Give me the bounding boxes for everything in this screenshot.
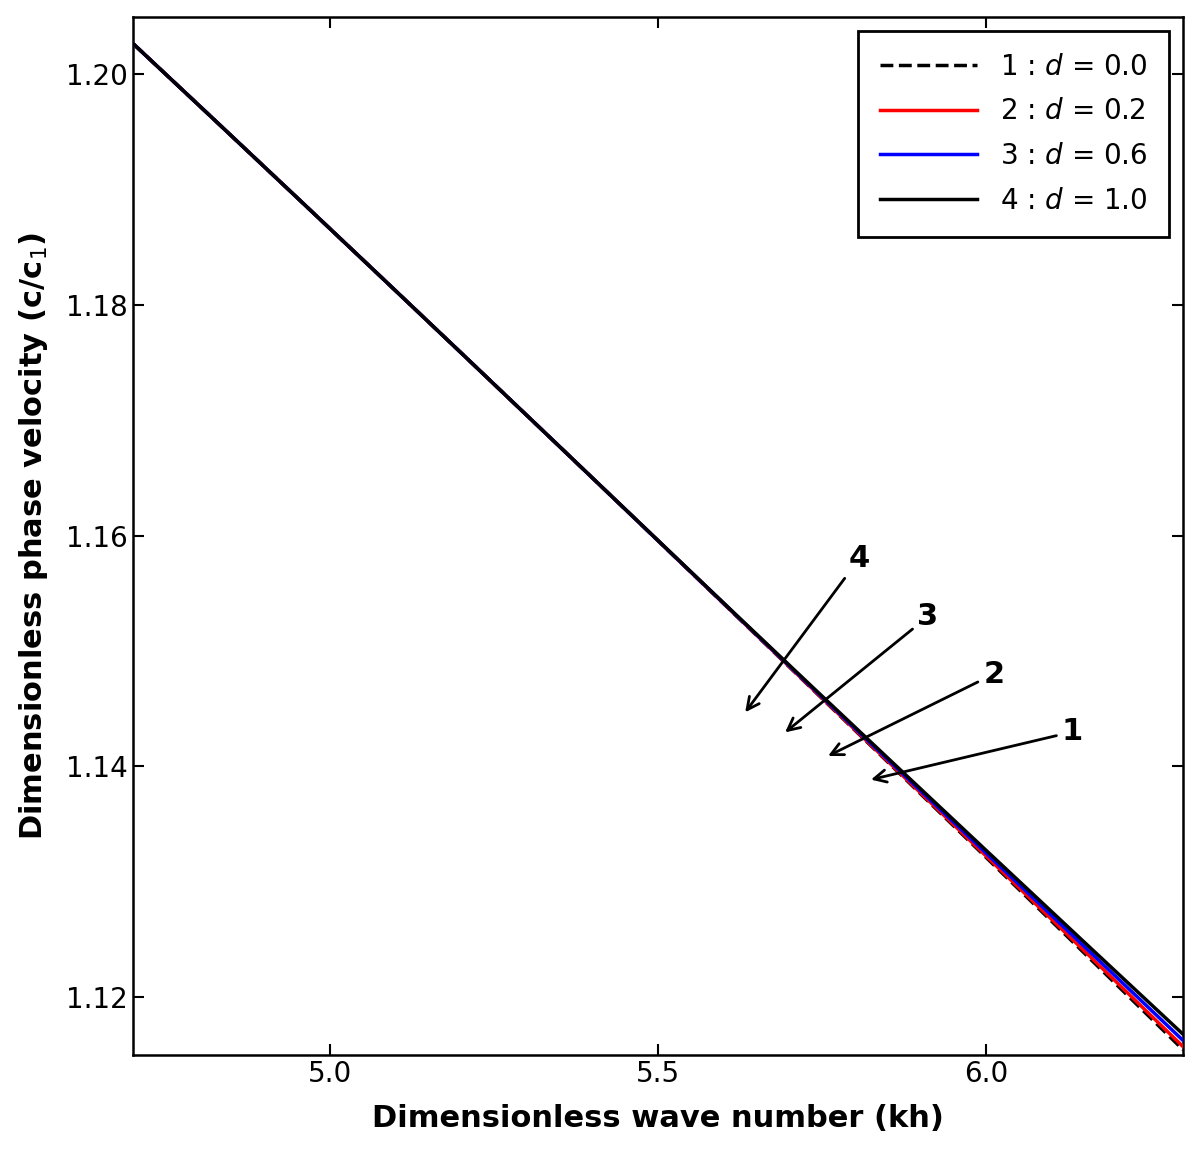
3 : $d$ = 0.6: (5.95, 1.14): $d$ = 0.6: (5.95, 1.14): [944, 814, 959, 828]
1 : $d$ = 0.0: (4.7, 1.2): $d$ = 0.0: (4.7, 1.2): [126, 37, 140, 51]
3 : $d$ = 0.6: (4.7, 1.2): $d$ = 0.6: (4.7, 1.2): [126, 37, 140, 51]
Text: 4: 4: [748, 544, 870, 710]
1 : $d$ = 0.0: (5.35, 1.17): $d$ = 0.0: (5.35, 1.17): [551, 438, 565, 452]
4 : $d$ = 1.0: (4.86, 1.19): $d$ = 1.0: (4.86, 1.19): [233, 137, 247, 151]
4 : $d$ = 1.0: (6.3, 1.12): $d$ = 1.0: (6.3, 1.12): [1176, 1028, 1190, 1042]
4 : $d$ = 1.0: (5.4, 1.16): $d$ = 1.0: (5.4, 1.16): [588, 474, 602, 488]
1 : $d$ = 0.0: (5.4, 1.16): $d$ = 0.0: (5.4, 1.16): [588, 474, 602, 488]
3 : $d$ = 0.6: (5.8, 1.14): $d$ = 0.6: (5.8, 1.14): [847, 721, 862, 735]
Text: 1: 1: [874, 718, 1084, 782]
X-axis label: Dimensionless wave number (kh): Dimensionless wave number (kh): [372, 1104, 944, 1134]
Text: 2: 2: [830, 660, 1004, 754]
Line: 3 : $d$ = 0.6: 3 : $d$ = 0.6: [133, 44, 1183, 1041]
4 : $d$ = 1.0: (5.8, 1.14): $d$ = 1.0: (5.8, 1.14): [847, 720, 862, 734]
2 : $d$ = 0.2: (4.7, 1.2): $d$ = 0.2: (4.7, 1.2): [126, 37, 140, 51]
1 : $d$ = 0.0: (5.8, 1.14): $d$ = 0.0: (5.8, 1.14): [847, 722, 862, 736]
2 : $d$ = 0.2: (6.3, 1.12): $d$ = 0.2: (6.3, 1.12): [1176, 1040, 1190, 1053]
Line: 2 : $d$ = 0.2: 2 : $d$ = 0.2: [133, 44, 1183, 1046]
Line: 1 : $d$ = 0.0: 1 : $d$ = 0.0: [133, 44, 1183, 1050]
Y-axis label: Dimensionless phase velocity (c/c$_1$): Dimensionless phase velocity (c/c$_1$): [17, 232, 49, 840]
3 : $d$ = 0.6: (6.3, 1.12): $d$ = 0.6: (6.3, 1.12): [1176, 1034, 1190, 1048]
4 : $d$ = 1.0: (5.35, 1.17): $d$ = 1.0: (5.35, 1.17): [551, 438, 565, 452]
Legend: 1 : $d$ = 0.0, 2 : $d$ = 0.2, 3 : $d$ = 0.6, 4 : $d$ = 1.0: 1 : $d$ = 0.0, 2 : $d$ = 0.2, 3 : $d$ = …: [858, 31, 1170, 237]
1 : $d$ = 0.0: (6.3, 1.12): $d$ = 0.0: (6.3, 1.12): [1176, 1043, 1190, 1057]
1 : $d$ = 0.0: (4.86, 1.19): $d$ = 0.0: (4.86, 1.19): [233, 137, 247, 151]
3 : $d$ = 0.6: (5.98, 1.13): $d$ = 0.6: (5.98, 1.13): [964, 831, 978, 845]
2 : $d$ = 0.2: (4.86, 1.19): $d$ = 0.2: (4.86, 1.19): [233, 137, 247, 151]
3 : $d$ = 0.6: (4.86, 1.19): $d$ = 0.6: (4.86, 1.19): [233, 137, 247, 151]
2 : $d$ = 0.2: (5.98, 1.13): $d$ = 0.2: (5.98, 1.13): [964, 835, 978, 849]
4 : $d$ = 1.0: (5.98, 1.13): $d$ = 1.0: (5.98, 1.13): [964, 829, 978, 843]
1 : $d$ = 0.0: (5.98, 1.13): $d$ = 0.0: (5.98, 1.13): [964, 836, 978, 850]
3 : $d$ = 0.6: (5.35, 1.17): $d$ = 0.6: (5.35, 1.17): [551, 438, 565, 452]
2 : $d$ = 0.2: (5.4, 1.16): $d$ = 0.2: (5.4, 1.16): [588, 474, 602, 488]
2 : $d$ = 0.2: (5.95, 1.14): $d$ = 0.2: (5.95, 1.14): [944, 816, 959, 830]
3 : $d$ = 0.6: (5.4, 1.16): $d$ = 0.6: (5.4, 1.16): [588, 474, 602, 488]
1 : $d$ = 0.0: (5.95, 1.13): $d$ = 0.0: (5.95, 1.13): [944, 818, 959, 831]
2 : $d$ = 0.2: (5.8, 1.14): $d$ = 0.2: (5.8, 1.14): [847, 722, 862, 736]
2 : $d$ = 0.2: (5.35, 1.17): $d$ = 0.2: (5.35, 1.17): [551, 438, 565, 452]
4 : $d$ = 1.0: (4.7, 1.2): $d$ = 1.0: (4.7, 1.2): [126, 37, 140, 51]
4 : $d$ = 1.0: (5.95, 1.14): $d$ = 1.0: (5.95, 1.14): [944, 812, 959, 826]
Line: 4 : $d$ = 1.0: 4 : $d$ = 1.0: [133, 44, 1183, 1035]
Text: 3: 3: [787, 601, 938, 730]
